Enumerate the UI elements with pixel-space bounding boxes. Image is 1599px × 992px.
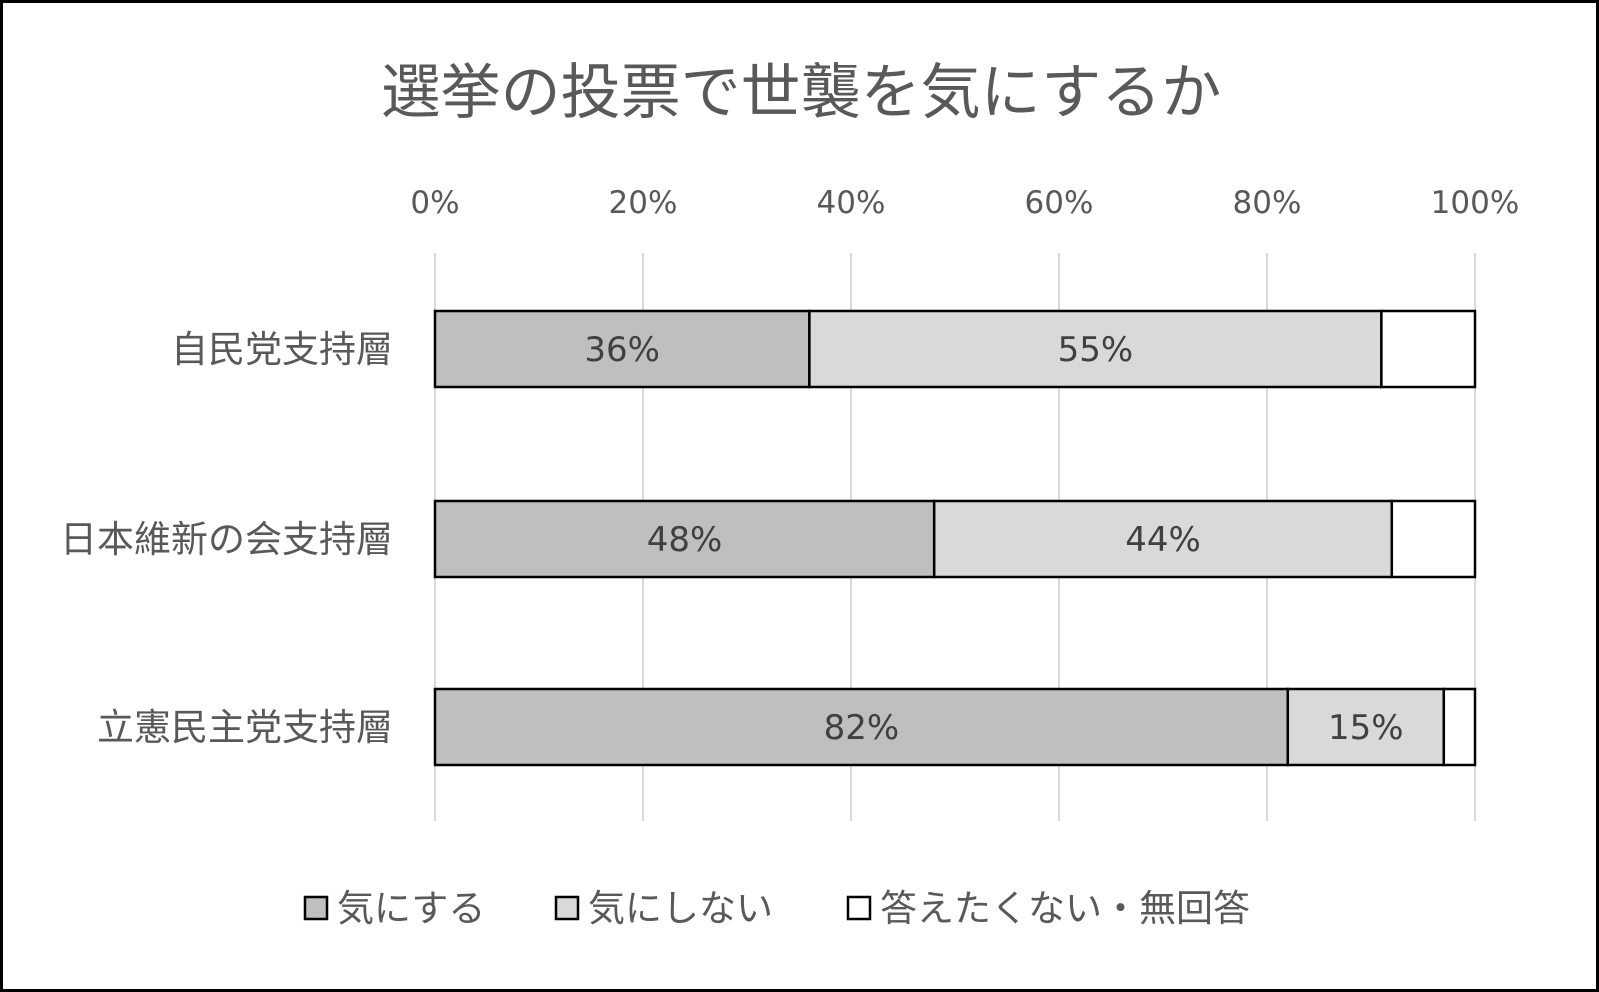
legend-label-2: 答えたくない・無回答 xyxy=(880,887,1250,930)
bar-0-series-0 xyxy=(433,309,811,389)
legend-swatch-0 xyxy=(303,895,329,921)
category-label-0: 自民党支持層 xyxy=(171,328,393,371)
data-label-2-0: 82% xyxy=(824,708,900,748)
data-label-0-0: 36% xyxy=(584,330,660,370)
bar-2-series-0 xyxy=(433,687,1290,767)
legend-swatch-2 xyxy=(846,895,872,921)
category-label-2: 立憲民主党支持層 xyxy=(97,706,393,749)
bar-2-series-1 xyxy=(1286,687,1446,767)
x-tick-label-40: 40% xyxy=(817,185,886,221)
data-label-0-1: 55% xyxy=(1058,330,1134,370)
legend-swatch-1 xyxy=(554,895,580,921)
data-label-1-0: 48% xyxy=(647,520,723,560)
data-label-1-1: 44% xyxy=(1125,520,1201,560)
bar-0-series-2 xyxy=(1380,309,1477,389)
category-label-1: 日本維新の会支持層 xyxy=(60,518,393,561)
legend-label-1: 気にしない xyxy=(588,887,773,930)
x-tick-label-100: 100% xyxy=(1431,185,1520,221)
bars xyxy=(433,309,1477,767)
bar-1-series-1 xyxy=(932,499,1394,579)
legend-label-0: 気にする xyxy=(337,887,485,930)
data-labels: 36% 55% 48% 44% 82% 15% xyxy=(584,330,1403,748)
chart-title: 選挙の投票で世襲を気にするか xyxy=(381,58,1222,128)
x-tick-label-80: 80% xyxy=(1233,185,1302,221)
chart: 選挙の投票で世襲を気にするか 0% 20% 40% 60% 80% 100% 自民党支持層… xyxy=(60,58,1519,930)
x-axis-tick-labels: 0% 20% 40% 60% 80% 100% xyxy=(410,185,1519,221)
x-tick-label-20: 20% xyxy=(609,185,678,221)
data-label-2-1: 15% xyxy=(1328,708,1404,748)
bar-2-series-2 xyxy=(1442,687,1477,767)
x-tick-label-0: 0% xyxy=(410,185,459,221)
x-tick-label-60: 60% xyxy=(1025,185,1094,221)
legend: 気にする 気にしない 答えたくない・無回答 xyxy=(303,887,1250,930)
bar-1-series-2 xyxy=(1390,499,1477,579)
